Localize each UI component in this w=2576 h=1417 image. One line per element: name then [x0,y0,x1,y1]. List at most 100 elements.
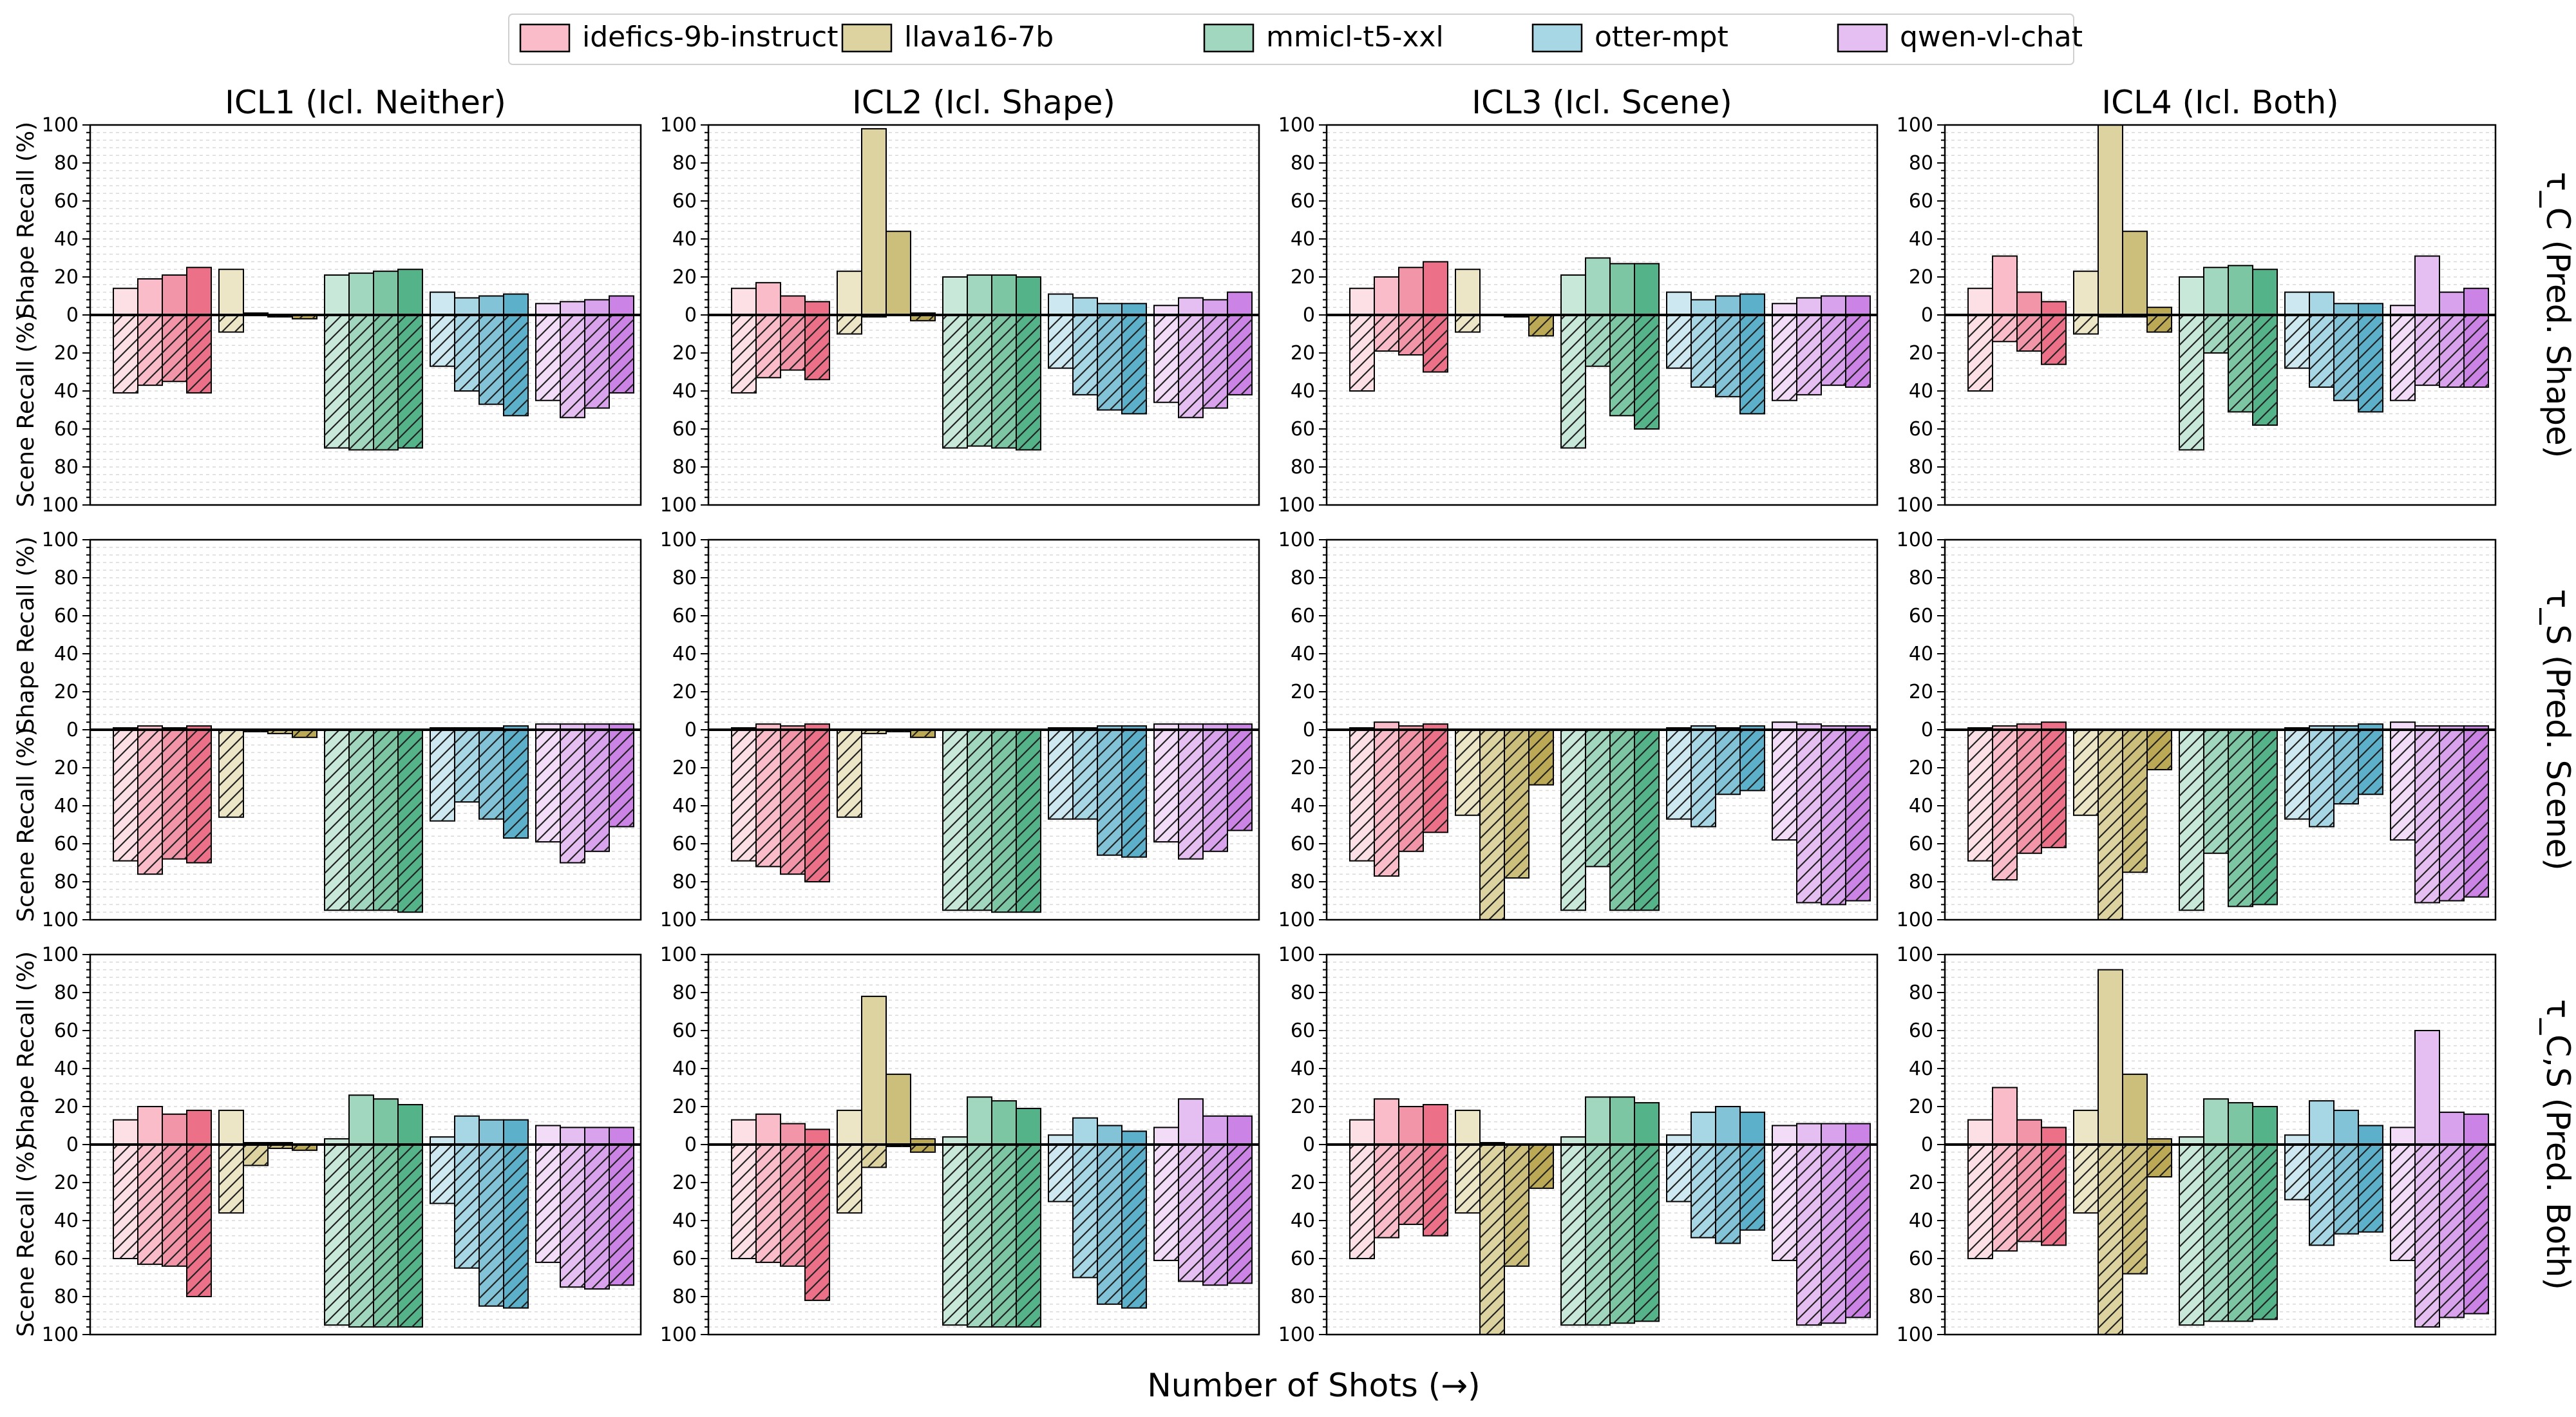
legend-item: llava16-7b [841,21,1054,53]
scene-recall-hatch [1561,315,1586,448]
scene-recall-hatch [2228,1145,2253,1322]
y-tick-label: 100 [1897,114,1933,137]
scene-recall-hatch [398,730,422,913]
panel: 100 80 60 40 20 0 20 40 60 80 100 [1897,114,2497,517]
shape-recall-bar [373,271,399,316]
panel: 100 80 60 40 20 0 20 40 60 80 100 [1897,944,2497,1346]
panel-frame [1325,538,1879,921]
legend-item: idefics-9b-instruct [519,21,838,53]
y-tick-label: 100 [1278,909,1315,931]
y-tick-label: 100 [660,114,697,137]
scene-recall-hatch [585,1145,609,1289]
y-tick-label: 20 [54,266,79,289]
shape-recall-bar [1634,263,1660,316]
scene-recall-hatch [732,1145,756,1259]
y-tick-label: 80 [1291,982,1315,1004]
scene-recall-hatch [1691,315,1716,388]
shape-recall-bar [837,1109,862,1146]
y-tick-label: 40 [1909,1058,1933,1080]
shape-recall-bar [2098,124,2123,316]
scene-recall-hatch [1797,315,1821,395]
scene-recall-hatch [1374,315,1399,352]
shape-recall-bar [2252,269,2278,316]
y-tick-label: 0 [685,1134,697,1156]
shape-recall-bar [397,1104,423,1146]
y-tick-label: 100 [660,944,697,966]
legend-frame [508,14,2074,65]
column-title: ICL4 (Icl. Both) [2101,84,2338,121]
shape-recall-bar [2309,291,2334,316]
shape-recall-bar [1398,267,1424,316]
scene-recall-hatch [1610,730,1634,911]
panel-frame [707,953,1260,1336]
y-tick-label: 40 [672,228,697,251]
shape-recall-bar [1048,293,1074,316]
y-tick-label: 40 [1291,795,1315,817]
scene-recall-hatch [2041,1145,2066,1246]
shape-recall-bar [1153,305,1179,316]
scene-recall-hatch [325,315,349,448]
scene-recall-hatch [2147,730,2172,770]
scene-recall-hatch [943,315,967,448]
panel-frame [707,538,1260,921]
y-tick-label: 20 [54,757,79,779]
y-tick-label: 60 [54,833,79,855]
y-tick-label: 100 [660,529,697,551]
shape-recall-bar [1992,255,2018,316]
scene-recall-hatch [943,730,967,911]
scene-recall-hatch [805,730,829,882]
scene-recall-hatch [967,315,992,446]
scene-recall-hatch [1048,315,1073,368]
shape-recall-bar [1992,1087,2018,1145]
y-tick-label: 80 [54,152,79,175]
y-tick-label: 40 [54,380,79,403]
y-tick-label: 40 [672,795,697,817]
y-tick-label: 60 [54,418,79,441]
shape-recall-bar [804,1128,830,1146]
y-tick-label: 60 [1291,190,1315,213]
y-tick-label: 40 [1909,380,1933,403]
y-tick-label: 20 [1909,342,1933,365]
scene-recall-hatch [1122,315,1146,414]
scene-recall-hatch [2391,730,2415,841]
y-tick-label: 80 [1909,1286,1933,1308]
scene-recall-hatch [1846,730,1870,901]
y-tick-label: 80 [54,871,79,893]
scene-recall-hatch [1073,1145,1097,1278]
scene-recall-hatch [1586,315,1610,366]
y-tick-label: 80 [54,456,79,479]
shape-recall-bar [503,293,529,316]
shape-recall-bar [967,1096,992,1145]
y-tick-label: 0 [66,304,79,327]
scene-recall-hatch [187,730,211,863]
scene-recall-hatch [243,1145,268,1166]
scene-recall-hatch [430,730,455,821]
scene-recall-hatch [1122,1145,1146,1308]
shape-recall-bar [731,1119,757,1146]
scene-recall-hatch [2123,730,2147,873]
shape-recall-bar [454,1115,480,1145]
shape-recall-bar [430,291,455,316]
shape-recall-bar [2041,301,2067,316]
scene-recall-hatch [479,730,504,819]
y-tick-label: 80 [1909,567,1933,589]
y-tick-label: 40 [1291,643,1315,665]
y-tick-label: 0 [1303,719,1315,741]
scene-recall-hatch [1821,1145,1846,1324]
scene-recall-hatch [455,1145,479,1268]
legend-label: idefics-9b-instruct [582,21,838,53]
scene-recall-hatch [992,730,1016,913]
scene-recall-hatch [1846,1145,1870,1318]
scene-recall-hatch [1179,730,1203,859]
shape-recall-bar [478,1119,504,1146]
scene-recall-hatch [781,1145,805,1266]
y-tick-label: 80 [1291,567,1315,589]
shape-recall-bar [1374,276,1399,316]
scene-recall-hatch [536,315,560,401]
scene-recall-hatch [1154,730,1179,842]
legend-item: mmicl-t5-xxl [1203,21,1444,53]
panel-frame [89,124,642,506]
y-tick-label: 80 [54,567,79,589]
y-tick-label: 80 [672,152,697,175]
shape-recall-bar [1585,1096,1611,1145]
